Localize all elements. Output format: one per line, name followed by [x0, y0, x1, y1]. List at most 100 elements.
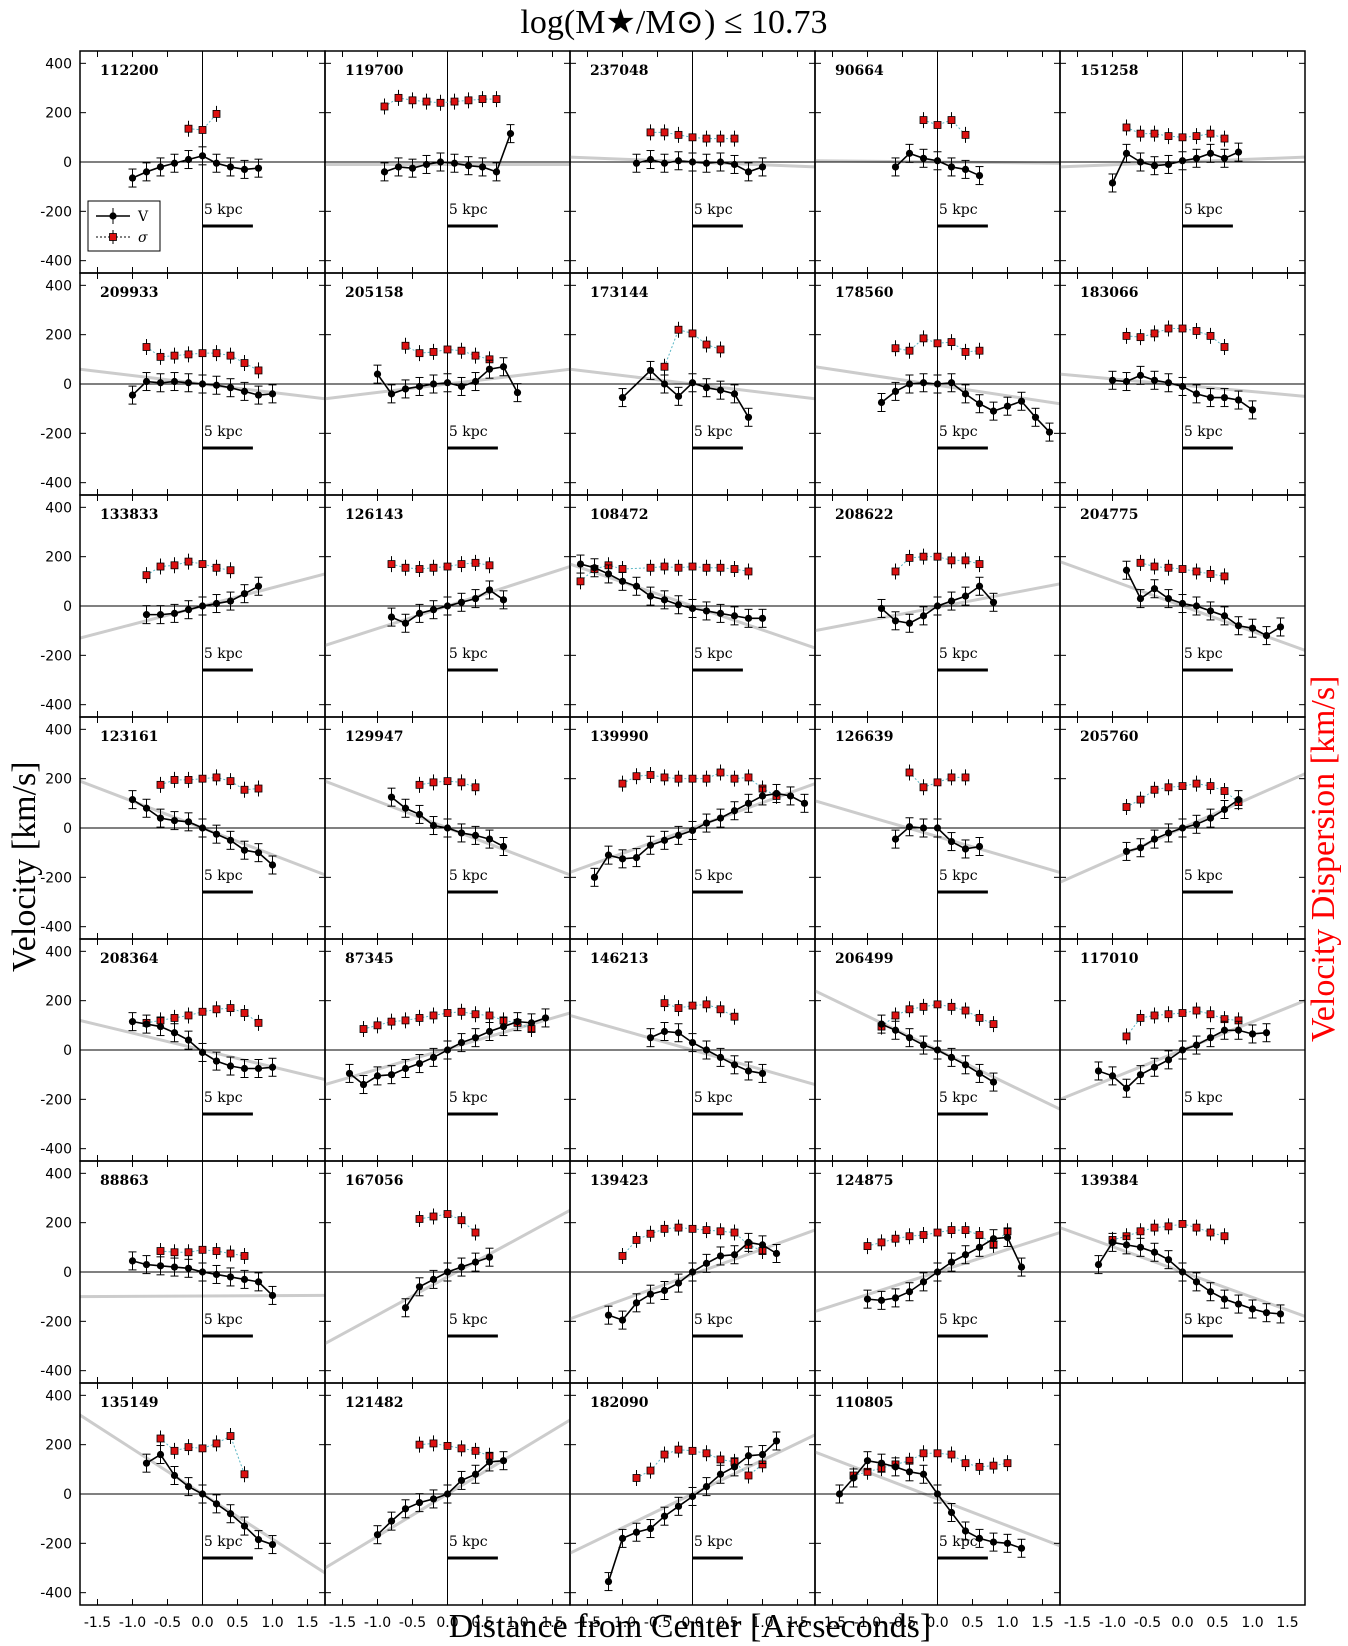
y-tick-label: -200	[40, 1092, 72, 1108]
dispersion-point	[478, 95, 487, 103]
dispersion-point	[1178, 1220, 1187, 1228]
velocity-point	[464, 162, 473, 170]
velocity-point	[688, 158, 697, 166]
velocity-point	[1234, 1026, 1243, 1034]
dispersion-point	[1192, 1223, 1201, 1232]
scale-bar-label: 5 kpc	[1184, 1312, 1223, 1328]
x-tick-label: 0.5	[716, 1615, 738, 1631]
dispersion-point	[1164, 1222, 1173, 1231]
panel-110805: 110805 5 kpc -1.5 -1.0 -0.5 0.0 0.5 1.0 1.5	[814, 1382, 1061, 1631]
velocity-line	[1125, 569, 1281, 637]
panel-208364: 208364 5 kpc -400 -200 0 200 400	[40, 938, 326, 1162]
dispersion-point	[1122, 331, 1131, 340]
velocity-point	[933, 1268, 942, 1276]
y-tick-label: 0	[63, 1265, 72, 1281]
velocity-point	[198, 824, 207, 832]
dispersion-point	[212, 773, 221, 782]
velocity-point	[471, 1034, 480, 1042]
y-tick-label: 0	[63, 599, 72, 615]
dispersion-point	[688, 133, 697, 142]
y-tick-label: -200	[40, 1314, 72, 1330]
y-tick-label: -400	[40, 920, 72, 936]
panel-151258: 151258 5 kpc	[1059, 50, 1306, 274]
velocity-point	[499, 842, 508, 851]
dispersion-point	[184, 557, 193, 566]
velocity-point	[401, 804, 410, 812]
dispersion-point	[1192, 327, 1201, 335]
dispersion-point	[212, 1439, 221, 1448]
velocity-point	[170, 1029, 179, 1037]
dispersion-point	[905, 1005, 914, 1014]
velocity-point	[1178, 599, 1187, 608]
panel-id-label: 129947	[345, 729, 403, 745]
velocity-point	[170, 377, 179, 386]
velocity-point	[660, 1286, 669, 1295]
x-axis-label: Distance from Center [Arcseconds]	[448, 1608, 932, 1645]
velocity-point	[212, 159, 221, 167]
dispersion-point	[674, 774, 683, 783]
panel-id-label: 204775	[1080, 507, 1138, 523]
velocity-point	[947, 379, 956, 387]
velocity-point	[128, 1257, 137, 1265]
scale-bar-label: 5 kpc	[1184, 202, 1223, 218]
velocity-point	[674, 1502, 683, 1510]
dispersion-point	[618, 565, 627, 573]
y-tick-label: 400	[45, 944, 72, 960]
velocity-point	[716, 1252, 725, 1260]
velocity-point	[443, 824, 452, 832]
velocity-point	[156, 814, 165, 822]
velocity-point	[947, 163, 956, 171]
dispersion-point	[387, 1017, 396, 1026]
dispersion-point	[415, 1215, 424, 1223]
velocity-point	[660, 836, 669, 844]
velocity-point	[730, 1061, 739, 1069]
scale-bar-label: 5 kpc	[694, 1090, 733, 1106]
scale-bar-label: 5 kpc	[204, 646, 243, 662]
x-tick-label: 1.5	[541, 1615, 563, 1631]
panel-112200: 112200 5 kpc -400 -200 0 200 400 Vσ	[40, 50, 326, 274]
scale-bar-label: 5 kpc	[204, 202, 243, 218]
velocity-point	[975, 400, 984, 408]
velocity-point	[1220, 393, 1229, 402]
x-tick-label: 1.0	[996, 1615, 1018, 1631]
velocity-point	[716, 1470, 725, 1478]
panel-plot-area	[325, 939, 570, 1161]
dispersion-point	[632, 772, 641, 781]
velocity-point	[485, 1458, 494, 1466]
dispersion-point	[443, 562, 452, 571]
dispersion-point	[877, 1238, 886, 1247]
dispersion-point	[212, 110, 221, 118]
dispersion-point	[429, 778, 438, 787]
dispersion-point	[1150, 1223, 1159, 1232]
panel-plot-area	[815, 51, 1060, 273]
velocity-point	[1220, 805, 1229, 814]
velocity-point	[1178, 824, 1187, 832]
velocity-point	[1192, 1041, 1201, 1049]
velocity-point	[688, 1268, 697, 1276]
velocity-point	[499, 1457, 508, 1465]
velocity-point	[1136, 158, 1145, 166]
dispersion-point	[1192, 779, 1201, 788]
dispersion-point	[961, 773, 970, 782]
dispersion-point	[660, 562, 669, 571]
panel-108472: 108472 5 kpc	[569, 494, 816, 718]
velocity-point	[863, 1457, 872, 1465]
velocity-point	[674, 831, 683, 840]
velocity-point	[212, 381, 221, 389]
velocity-point	[1248, 1030, 1257, 1038]
velocity-point	[380, 168, 389, 176]
dispersion-point	[646, 563, 655, 572]
x-tick-label: -1.5	[819, 1615, 846, 1631]
dispersion-point	[387, 560, 396, 568]
panel-205760: 205760 5 kpc	[1059, 716, 1306, 940]
dispersion-point	[646, 1466, 655, 1475]
velocity-point	[471, 831, 480, 840]
velocity-point	[226, 836, 235, 844]
velocity-point	[891, 387, 900, 395]
dispersion-point	[401, 341, 410, 350]
dispersion-point	[240, 359, 249, 367]
velocity-point	[975, 1243, 984, 1251]
dispersion-point	[1220, 1232, 1229, 1241]
panel-178560: 178560 5 kpc	[814, 272, 1061, 496]
velocity-point	[905, 823, 914, 831]
